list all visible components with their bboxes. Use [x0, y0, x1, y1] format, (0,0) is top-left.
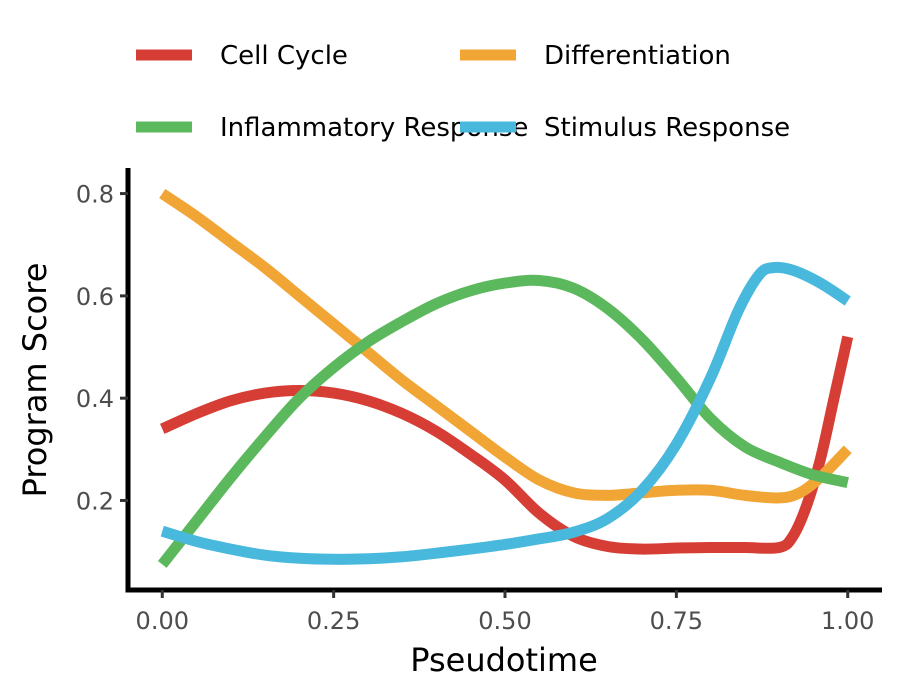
- axes: 0.00 0.25 0.50 0.75 1.00 0.2 0.4 0.6 0.8: [76, 168, 882, 635]
- series-line-differentiation: [159, 189, 852, 504]
- y-tick-label: 0.4: [76, 385, 114, 413]
- x-tick-label: 1.00: [821, 607, 874, 635]
- y-tick-label: 0.8: [76, 181, 114, 209]
- legend-label: Cell Cycle: [220, 41, 348, 71]
- x-axis-title: Pseudotime: [410, 641, 598, 679]
- legend-item-cell-cycle: Cell Cycle: [136, 41, 348, 71]
- x-tick-label: 0.50: [478, 607, 531, 635]
- plot-lines: [157, 189, 854, 568]
- x-tick-label: 0.75: [650, 607, 703, 635]
- legend-item-stimulus-response: Stimulus Response: [460, 113, 790, 143]
- series-line-cell-cycle: [160, 335, 854, 555]
- y-tick-label: 0.2: [76, 487, 114, 515]
- y-axis-title: Program Score: [16, 263, 54, 498]
- y-tick-label: 0.6: [76, 283, 114, 311]
- legend-label: Stimulus Response: [544, 113, 790, 143]
- legend-item-differentiation: Differentiation: [460, 41, 731, 71]
- x-tick-label: 0.25: [307, 607, 360, 635]
- x-tick-label: 0.00: [136, 607, 189, 635]
- legend-label: Differentiation: [544, 41, 731, 71]
- series-line-stimulus-response: [160, 261, 851, 565]
- series-line-inflammatory-response: [157, 274, 849, 568]
